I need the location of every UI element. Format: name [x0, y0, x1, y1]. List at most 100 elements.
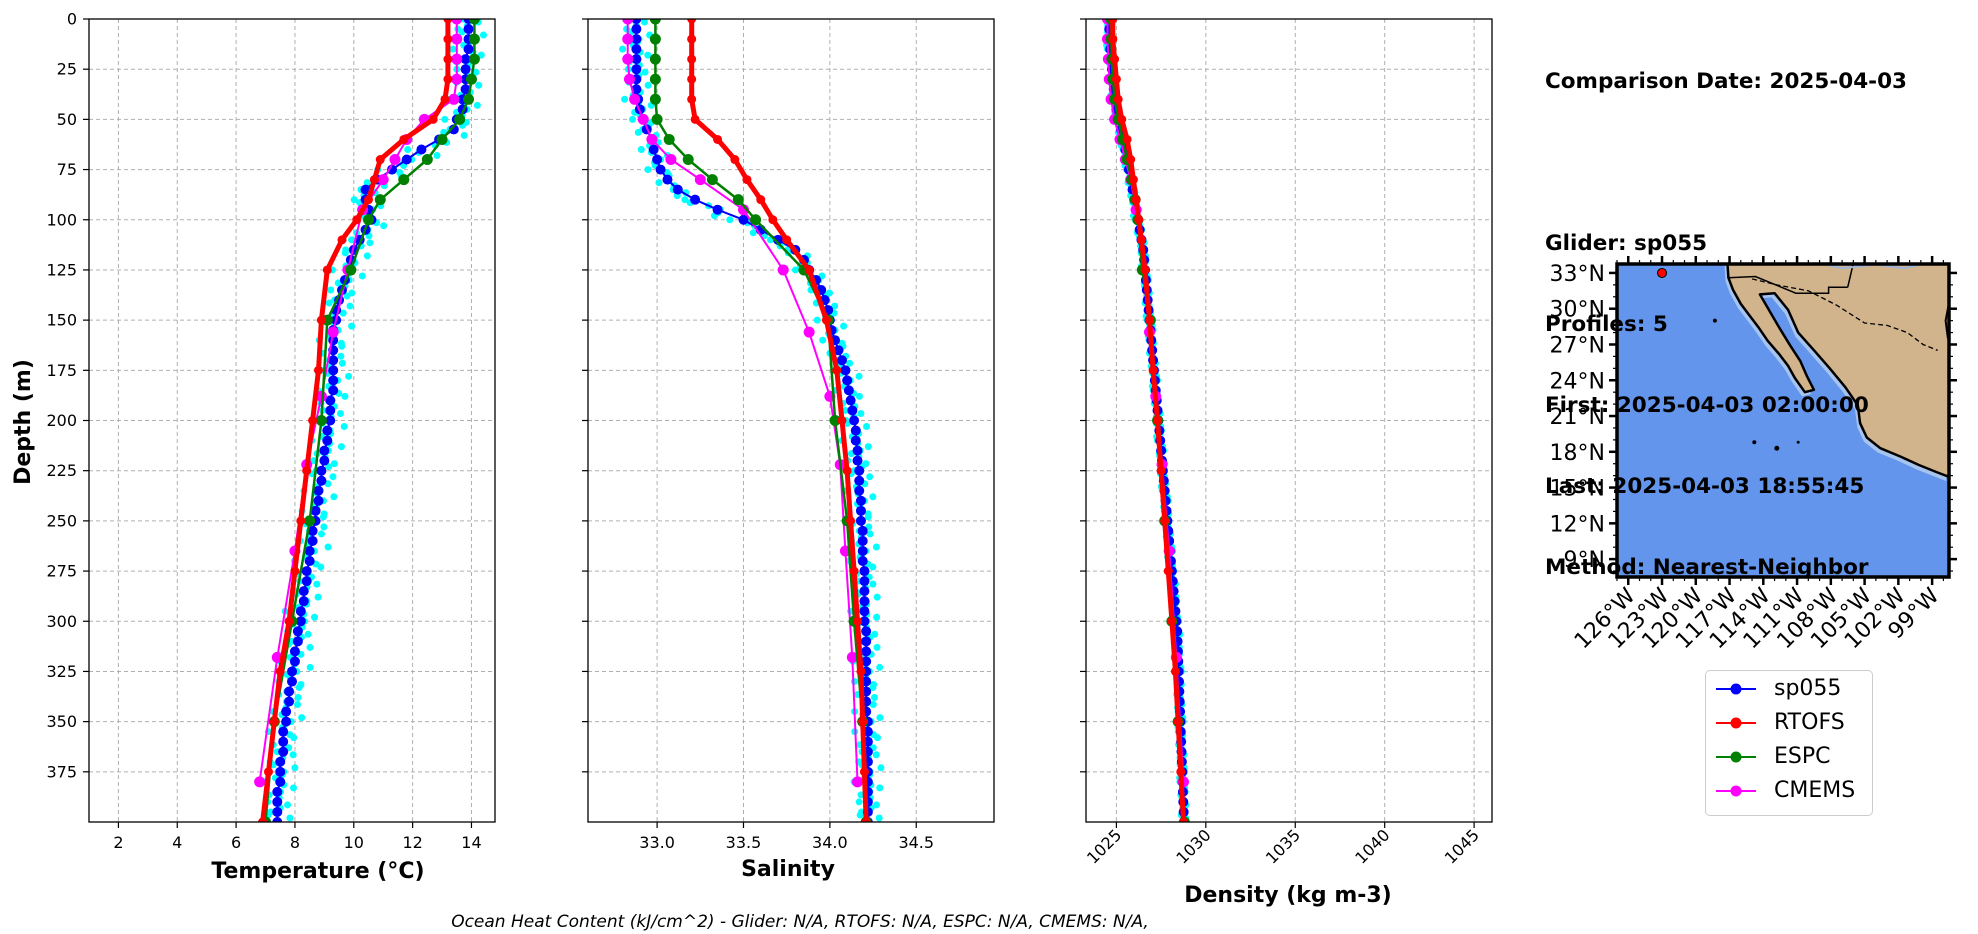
salinity-point-rtofs [756, 195, 766, 205]
temperature-point-sp055 [278, 736, 289, 747]
temperature-point-sp055 [328, 365, 339, 376]
temperature-point-sp055 [316, 465, 327, 476]
salinity-point-cmems [694, 174, 706, 186]
temperature-raw-glider-point [319, 513, 327, 521]
salinity-plot-area [619, 19, 885, 822]
temperature-raw-glider-point [472, 68, 480, 76]
temperature-point-sp055 [284, 686, 295, 697]
depth-tick-label: 300 [46, 612, 77, 631]
salinity-point-sp055 [861, 646, 872, 657]
temperature-raw-glider-point [473, 101, 481, 109]
salinity-point-rtofs [858, 717, 868, 727]
salinity-point-rtofs [861, 817, 871, 822]
depth-tick-label: 150 [46, 311, 77, 330]
salinity-raw-glider-point [869, 580, 877, 588]
temperature-raw-glider-point [317, 563, 325, 571]
density-panel: 1025 1030 1035 1040 1045 [1080, 18, 1493, 868]
temperature-point-sp055 [463, 44, 474, 55]
temperature-raw-glider-point [404, 145, 412, 153]
salinity-point-cmems [623, 73, 635, 85]
density-point-rtofs [1113, 94, 1123, 104]
temperature-raw-glider-point [477, 51, 485, 59]
map-lat-label: 12°N [1550, 512, 1605, 537]
temperature-point-sp055 [307, 535, 318, 546]
salinity-raw-glider-point [629, 115, 637, 123]
salinity-raw-glider-point [621, 95, 629, 103]
salinity-raw-glider-point [641, 19, 649, 26]
density-point-rtofs [1122, 134, 1132, 144]
salinity-raw-glider-point [870, 694, 878, 702]
temperature-point-sp055 [360, 184, 371, 195]
salinity-xtick-label: 34.5 [898, 833, 934, 852]
temperature-raw-glider-point [366, 239, 374, 247]
salinity-point-sp055 [861, 626, 872, 637]
salinity-point-espc [651, 113, 663, 125]
temperature-point-cmems [389, 154, 401, 166]
temperature-point-sp055 [295, 616, 306, 627]
temperature-raw-glider-point [324, 543, 332, 551]
salinity-point-espc [750, 214, 762, 226]
island [1712, 318, 1717, 323]
density-point-rtofs [1148, 365, 1158, 375]
temperature-point-rtofs [399, 134, 409, 144]
temperature-point-sp055 [289, 646, 300, 657]
salinity-point-espc [649, 73, 661, 85]
temperature-point-cmems [451, 33, 463, 45]
temperature-raw-glider-point [289, 784, 297, 792]
temperature-raw-glider-point [338, 359, 346, 367]
temperature-raw-glider-point [306, 663, 314, 671]
salinity-point-sp055 [847, 405, 858, 416]
temperature-raw-glider-point [334, 279, 342, 287]
temperature-raw-glider-point [320, 523, 328, 531]
temperature-point-rtofs [443, 34, 453, 44]
temperature-point-sp055 [307, 525, 318, 536]
density-point-rtofs [1178, 817, 1188, 822]
temperature-point-sp055 [284, 696, 295, 707]
salinity-point-rtofs [730, 155, 740, 165]
density-point-rtofs [1176, 767, 1186, 777]
depth-tick-label: 350 [46, 712, 77, 731]
map-lat-label: 21°N [1550, 405, 1605, 430]
temperature-raw-glider-point [337, 352, 345, 360]
comparison-info: Comparison Date: 2025-04-03 Glider: sp05… [1545, 14, 1907, 608]
temperature-raw-glider-point [339, 309, 347, 317]
temperature-point-sp055 [298, 586, 309, 597]
salinity-raw-glider-point [866, 473, 874, 481]
density-point-rtofs [1134, 215, 1144, 225]
temperature-raw-glider-point [294, 701, 302, 709]
temperature-point-rtofs [440, 94, 450, 104]
salinity-point-espc [663, 133, 675, 145]
salinity-raw-glider-point [655, 179, 663, 187]
temperature-raw-glider-point [290, 734, 298, 742]
density-line-cmems [1106, 19, 1185, 782]
salinity-point-sp055 [857, 525, 868, 536]
density-point-rtofs [1173, 717, 1183, 727]
temperature-point-espc [436, 133, 448, 145]
temperature-point-espc [468, 53, 480, 65]
temperature-point-rtofs [443, 74, 453, 84]
density-xtick-label: 1040 [1351, 825, 1393, 867]
temperature-xtick-label: 14 [461, 833, 481, 852]
density-point-rtofs [1128, 175, 1138, 185]
density-point-rtofs [1144, 315, 1154, 325]
profile-count: Profiles: 5 [1545, 312, 1668, 337]
comparison-date: Comparison Date: 2025-04-03 [1545, 69, 1908, 94]
temperature-point-sp055 [463, 24, 474, 35]
salinity-raw-glider-point [851, 677, 859, 685]
temperature-point-sp055 [416, 144, 427, 155]
salinity-point-rtofs [846, 516, 856, 526]
salinity-point-rtofs [849, 566, 859, 576]
temperature-raw-glider-point [433, 152, 441, 160]
salinity-point-sp055 [859, 596, 870, 607]
temperature-point-espc [421, 154, 433, 166]
temperature-point-rtofs [269, 717, 279, 727]
salinity-point-sp055 [859, 616, 870, 627]
temperature-xtick-label: 2 [113, 833, 123, 852]
temperature-raw-glider-point [460, 131, 468, 139]
temperature-raw-glider-point [363, 252, 371, 260]
salinity-point-sp055 [859, 576, 870, 587]
salinity-raw-glider-point [637, 145, 645, 153]
salinity-point-sp055 [631, 64, 642, 75]
salinity-point-sp055 [850, 425, 861, 436]
land [1726, 264, 1949, 479]
